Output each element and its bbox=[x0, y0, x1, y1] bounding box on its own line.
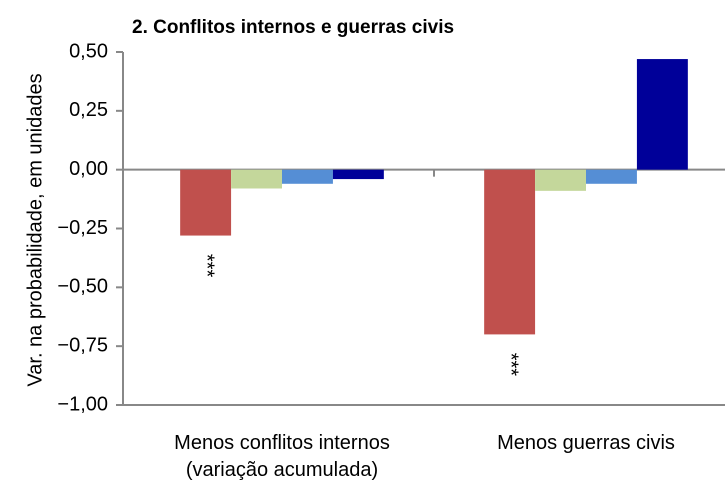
bar bbox=[282, 169, 333, 184]
x-tick-label: Menos conflitos internos (variação acumu… bbox=[174, 432, 390, 481]
x-tick-label: Menos guerras civis bbox=[497, 432, 675, 454]
bar bbox=[332, 169, 384, 180]
bar bbox=[180, 169, 232, 236]
y-tick-label: −0,50 bbox=[57, 276, 108, 298]
bar bbox=[636, 59, 688, 170]
bar bbox=[535, 169, 586, 191]
y-axis-label: Var. na probabilidade, em unidades bbox=[24, 73, 46, 386]
bar bbox=[231, 169, 282, 189]
bar bbox=[484, 169, 536, 335]
y-tick-label: −0,75 bbox=[57, 334, 108, 356]
y-tick-label: −0,25 bbox=[57, 217, 108, 239]
y-tick-label: 0,25 bbox=[69, 99, 108, 121]
chart-title: 2. Conflitos internos e guerras civis bbox=[132, 17, 454, 38]
y-tick-label: 0,00 bbox=[69, 158, 108, 180]
bar bbox=[586, 169, 637, 184]
y-tick-label: −1,00 bbox=[57, 393, 108, 415]
y-tick-label: 0,50 bbox=[69, 40, 108, 62]
significance-label: *** bbox=[195, 254, 217, 278]
significance-label: *** bbox=[499, 353, 521, 377]
